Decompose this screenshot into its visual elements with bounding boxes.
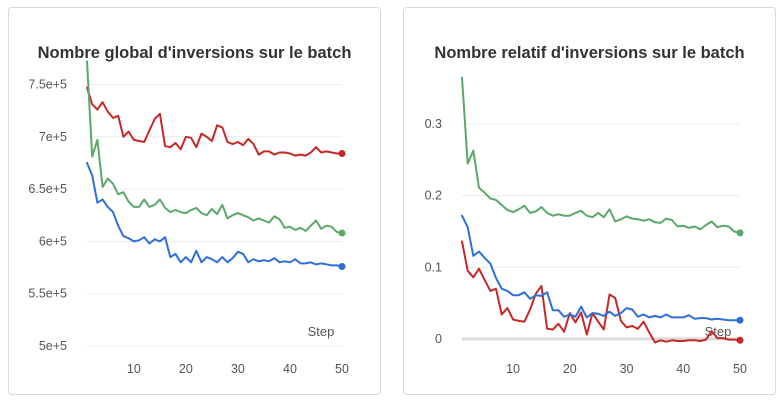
series-line[interactable] bbox=[461, 76, 741, 234]
series-end-point[interactable] bbox=[736, 336, 744, 344]
chart-title: Nombre global d'inversions sur le batch bbox=[37, 44, 352, 62]
chart-panel-global: Nombre global d'inversions sur le batch … bbox=[8, 7, 381, 395]
x-tick-label: 40 bbox=[676, 362, 690, 376]
series-end-point[interactable] bbox=[736, 316, 744, 324]
chart-plot[interactable]: 5e+5 5.5e+5 6e+5 6.5e+5 7e+5 7.5e+5 10 20 30 40 50… bbox=[9, 8, 382, 396]
chart-panel-relatif: Nombre relatif d'inversions sur le batch… bbox=[403, 7, 776, 395]
x-tick-label: 20 bbox=[179, 362, 193, 376]
x-tick-label: 10 bbox=[127, 362, 141, 376]
x-tick-label: 40 bbox=[283, 362, 297, 376]
y-tick-label: 0.2 bbox=[425, 189, 442, 203]
x-tick-label: 20 bbox=[563, 362, 577, 376]
y-tick-label: 6.5e+5 bbox=[28, 182, 67, 196]
series-end-point[interactable] bbox=[736, 229, 744, 237]
series-line[interactable] bbox=[86, 86, 343, 157]
series-end-point[interactable] bbox=[338, 229, 346, 237]
x-tick-label: 30 bbox=[620, 362, 634, 376]
x-axis-label: Step bbox=[705, 324, 732, 339]
series-end-point[interactable] bbox=[338, 150, 346, 158]
series-line[interactable] bbox=[86, 161, 343, 268]
x-tick-label: 50 bbox=[335, 362, 349, 376]
x-axis-label: Step bbox=[308, 324, 335, 339]
x-tick-label: 30 bbox=[231, 362, 245, 376]
chart-plot[interactable]: 0 0.1 0.2 0.3 10 20 30 40 50 Step bbox=[404, 8, 777, 396]
y-tick-label: 5e+5 bbox=[39, 339, 67, 353]
y-tick-label: 6e+5 bbox=[39, 234, 67, 248]
series-line[interactable] bbox=[461, 214, 741, 322]
chart-title: Nombre relatif d'inversions sur le batch bbox=[434, 44, 745, 62]
y-tick-label: 0 bbox=[435, 332, 442, 346]
y-tick-label: 0.1 bbox=[425, 260, 442, 274]
y-tick-label: 0.3 bbox=[425, 117, 442, 131]
y-tick-label: 7.5e+5 bbox=[28, 77, 67, 91]
y-tick-label: 5.5e+5 bbox=[28, 287, 67, 301]
y-tick-label: 7e+5 bbox=[39, 130, 67, 144]
series-end-point[interactable] bbox=[338, 262, 346, 270]
x-tick-label: 10 bbox=[506, 362, 520, 376]
series-line[interactable] bbox=[86, 60, 343, 234]
series-line[interactable] bbox=[461, 240, 741, 344]
x-tick-label: 50 bbox=[733, 362, 747, 376]
